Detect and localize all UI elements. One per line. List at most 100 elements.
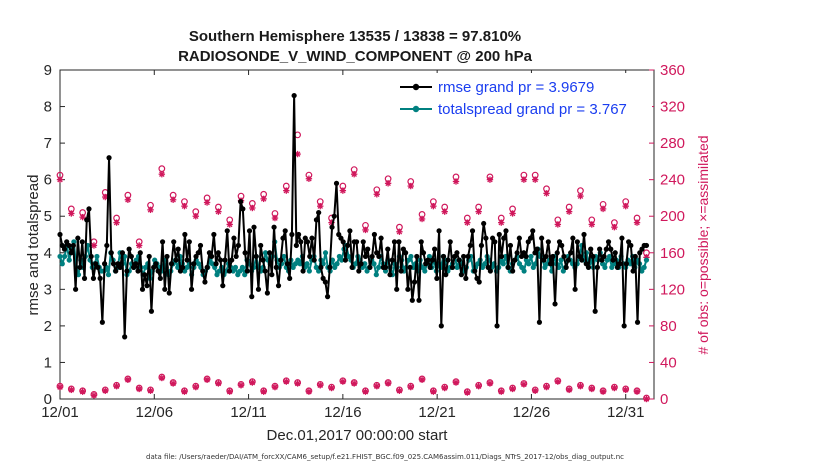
obs-star-stroke <box>498 388 505 395</box>
obs-star-stroke <box>283 378 290 385</box>
obs-assimilated-marker <box>147 206 154 214</box>
rmse-point <box>610 257 616 263</box>
rmse-point <box>561 253 567 260</box>
rmse-point <box>97 275 103 281</box>
rmse-point <box>427 264 433 270</box>
obs-star-stroke <box>340 378 346 385</box>
obs-assimilated-marker <box>373 383 380 390</box>
rmse-point <box>418 239 424 245</box>
rmse-point <box>282 228 288 234</box>
rmse-point <box>211 231 217 238</box>
obs-assimilated-marker <box>169 380 177 387</box>
rmse-point <box>331 213 337 219</box>
rmse-point <box>217 257 224 263</box>
rmse-point <box>445 257 451 263</box>
obs-assimilated-marker <box>237 382 245 389</box>
rmse-point <box>608 246 614 252</box>
obs-star-stroke <box>487 380 493 387</box>
rmse-point <box>456 257 462 263</box>
rmse-point <box>447 239 453 245</box>
rmse-point <box>409 297 415 303</box>
obs-star-stroke <box>215 208 222 215</box>
obs-assimilated-marker <box>305 175 313 182</box>
rmse-point <box>86 206 92 212</box>
obs-star-stroke <box>430 203 437 209</box>
rmse-point <box>322 279 328 285</box>
obs-star-stroke <box>441 208 448 215</box>
obs-star-stroke <box>249 205 256 211</box>
y-right-tick-label: 80 <box>660 318 677 335</box>
obs-star-stroke <box>577 383 584 389</box>
rmse-point <box>440 253 447 260</box>
obs-star-stroke <box>102 194 109 200</box>
obs-assimilated-marker <box>475 208 482 215</box>
rmse-point <box>634 319 641 325</box>
obs-star-stroke <box>419 216 425 222</box>
obs-assimilated-marker <box>56 383 64 391</box>
spread-point <box>521 268 527 274</box>
obs-star-stroke <box>226 388 233 395</box>
obs-count-high-markers <box>56 131 650 261</box>
legend-box <box>396 73 652 117</box>
obs-assimilated-marker <box>577 192 584 200</box>
obs-star-stroke <box>68 387 75 393</box>
y-left-tick-label: 6 <box>44 172 52 189</box>
rmse-point <box>534 246 540 252</box>
obs-star-stroke <box>306 388 312 395</box>
rmse-point <box>79 239 85 245</box>
obs-assimilated-marker <box>577 383 584 390</box>
obs-star-stroke <box>68 210 75 217</box>
rmse-point <box>327 264 333 270</box>
spread-point <box>306 268 312 274</box>
obs-star-stroke <box>351 171 357 177</box>
y-right-tick-label: 320 <box>660 99 685 116</box>
rmse-point <box>461 253 467 260</box>
y-right-tick-label: 40 <box>660 354 677 371</box>
rmse-point <box>632 253 638 260</box>
rmse-point <box>164 253 170 260</box>
rmse-point <box>204 264 210 270</box>
rmse-point <box>104 242 110 249</box>
obs-star-stroke <box>464 389 471 396</box>
chart-title-line1: Southern Hemisphere 13535 / 13838 = 97.8… <box>189 28 521 45</box>
obs-assimilated-marker <box>283 187 290 194</box>
rmse-point <box>623 261 629 267</box>
rmse-point <box>117 264 123 270</box>
obs-star-stroke <box>113 219 120 226</box>
rmse-point <box>184 257 190 263</box>
obs-assimilated-marker <box>407 182 414 190</box>
obs-star-stroke <box>374 383 380 389</box>
rmse-point <box>202 279 208 285</box>
rmse-point <box>73 286 79 292</box>
spread-point <box>606 253 613 260</box>
spread-point <box>262 250 269 256</box>
rmse-point <box>195 250 201 256</box>
rmse-point <box>113 268 119 274</box>
rmse-point <box>472 268 478 274</box>
obs-star-stroke <box>226 221 233 228</box>
spread-point <box>558 257 564 263</box>
spread-point <box>362 261 368 267</box>
obs-assimilated-marker <box>350 170 358 178</box>
obs-star-stroke <box>306 175 312 182</box>
rmse-point <box>235 242 241 249</box>
rmse-point <box>494 323 500 329</box>
rmse-point <box>467 242 473 249</box>
spread-point <box>602 264 608 270</box>
rmse-point <box>570 235 576 241</box>
spread-point <box>482 261 488 267</box>
obs-star-stroke <box>283 187 290 194</box>
obs-assimilated-marker <box>226 388 233 395</box>
obs-star-stroke <box>385 380 391 387</box>
obs-assimilated-marker <box>260 195 267 203</box>
rmse-point <box>95 264 101 270</box>
obs-assimilated-marker <box>452 379 460 386</box>
obs-assimilated-marker <box>271 214 279 222</box>
spread-point <box>641 264 647 270</box>
obs-star-stroke <box>521 176 527 183</box>
rmse-point <box>159 239 166 245</box>
rmse-point <box>483 235 489 241</box>
obs-assimilated-marker <box>565 386 573 394</box>
rmse-point <box>275 283 282 289</box>
rmse-point <box>90 275 97 281</box>
